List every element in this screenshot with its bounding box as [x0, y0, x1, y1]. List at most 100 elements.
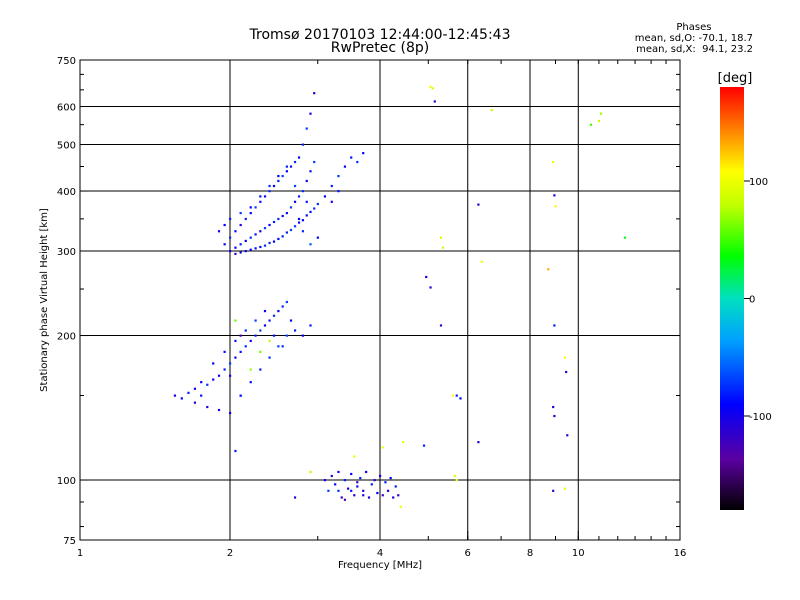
data-point — [309, 470, 312, 474]
data-point — [217, 230, 221, 233]
data-point — [337, 470, 340, 474]
y-tick-label: 300 — [57, 247, 76, 258]
phase-colorbar: [deg] 100 0 -100 — [718, 71, 772, 510]
data-point — [566, 434, 569, 437]
data-point — [554, 205, 557, 208]
data-point — [277, 217, 280, 221]
data-point — [239, 394, 242, 397]
x-axis-label: Frequency [MHz] — [338, 560, 422, 571]
data-point — [234, 252, 237, 256]
data-point — [180, 397, 183, 400]
data-point — [293, 496, 297, 499]
data-point — [477, 441, 480, 444]
data-point — [623, 236, 627, 239]
data-point — [223, 223, 226, 227]
data-point — [309, 324, 312, 327]
data-point — [389, 476, 392, 480]
stats-o-line: mean, sd,O: -70.1, 18.7 — [634, 33, 753, 44]
data-point — [330, 184, 333, 188]
data-point — [285, 165, 288, 168]
x-tick-label: 8 — [527, 548, 533, 559]
data-point — [285, 170, 288, 173]
data-point — [229, 411, 232, 415]
chart-subtitle: RwPretec (8p) — [330, 40, 430, 56]
data-point — [301, 143, 305, 146]
x-tick-label: 16 — [674, 548, 687, 559]
data-point — [244, 250, 247, 253]
data-point — [425, 275, 428, 279]
data-point — [277, 174, 280, 178]
stats-heading: Phases — [676, 22, 712, 33]
phase-statistics: Phases mean, sd,O: -70.1, 18.7 mean, sd,… — [635, 22, 753, 55]
data-point — [301, 334, 305, 337]
data-point — [234, 449, 237, 453]
data-point — [340, 496, 343, 499]
data-point — [293, 184, 297, 188]
data-point — [277, 179, 280, 183]
data-point — [297, 195, 301, 198]
data-point — [289, 319, 293, 322]
data-point — [367, 496, 371, 499]
data-point — [229, 236, 232, 239]
data-point — [356, 485, 359, 488]
data-point — [263, 324, 267, 327]
data-point — [239, 334, 242, 337]
data-point — [259, 245, 262, 249]
data-point — [285, 212, 288, 215]
data-point — [206, 405, 209, 409]
data-point — [313, 207, 316, 210]
data-point — [206, 383, 209, 386]
data-point — [309, 210, 312, 214]
data-point — [268, 241, 271, 245]
data-point — [337, 174, 340, 178]
data-point — [330, 200, 333, 203]
data-point — [239, 243, 242, 246]
data-point — [362, 152, 365, 155]
data-point — [309, 112, 312, 115]
data-point — [431, 87, 434, 90]
data-point — [244, 239, 247, 243]
data-point — [268, 339, 271, 343]
data-point — [193, 401, 197, 404]
data-point — [244, 329, 247, 332]
data-point — [234, 319, 237, 322]
data-point — [477, 203, 480, 206]
data-point — [217, 374, 221, 377]
y-tick-label: 100 — [57, 476, 76, 487]
data-point — [323, 195, 327, 198]
data-point — [249, 381, 252, 384]
data-point — [272, 334, 276, 337]
data-point — [384, 481, 387, 484]
data-point — [249, 212, 252, 215]
data-point — [305, 179, 308, 183]
data-point — [187, 391, 190, 394]
y-axis: 75 100 200 300 400 500 600 750 — [57, 56, 680, 547]
data-point — [259, 230, 262, 233]
data-point — [249, 368, 252, 371]
data-point — [301, 230, 305, 233]
data-point — [234, 339, 237, 343]
data-point — [439, 324, 443, 327]
data-point — [309, 243, 312, 246]
data-point — [433, 100, 436, 103]
data-point — [599, 112, 603, 115]
colorbar-tick-label: 100 — [749, 177, 768, 188]
data-point — [305, 127, 308, 130]
data-point — [381, 446, 384, 449]
data-point — [313, 92, 316, 95]
data-point — [277, 237, 280, 241]
data-point — [362, 494, 365, 497]
x-tick-label: 2 — [227, 548, 233, 559]
data-point — [297, 156, 301, 159]
data-point — [263, 195, 267, 198]
data-point — [285, 300, 288, 304]
data-point — [249, 206, 252, 209]
data-point — [455, 394, 458, 397]
y-tick-label: 750 — [57, 56, 76, 67]
data-point — [376, 491, 379, 495]
data-point — [268, 184, 271, 188]
data-point — [552, 489, 555, 492]
data-point — [239, 212, 242, 215]
data-point — [350, 156, 353, 159]
